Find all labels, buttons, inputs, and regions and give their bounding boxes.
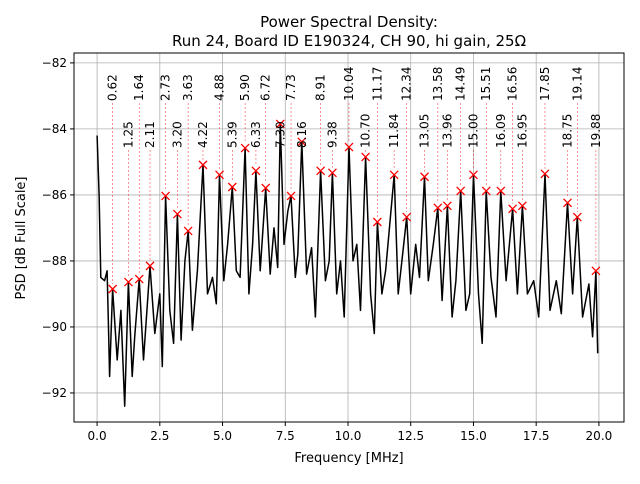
x-tick-label: 10.0: [335, 429, 362, 443]
peak-marker: [316, 166, 326, 176]
peak-label: 14.49: [454, 67, 468, 101]
peak-marker: [215, 170, 224, 180]
peak-label: 11.84: [387, 114, 401, 148]
peak-marker: [251, 166, 261, 176]
peak-marker: [145, 261, 155, 271]
peak-marker: [563, 198, 573, 208]
peak-marker: [433, 203, 443, 213]
x-axis-label: Frequency [MHz]: [294, 451, 403, 466]
y-axis-label: PSD [dB Full Scale]: [14, 176, 29, 299]
peak-label: 11.17: [370, 67, 384, 101]
chart-title-line1: Power Spectral Density:: [260, 13, 438, 31]
peak-label: 16.56: [506, 67, 520, 101]
axes-frame: [73, 52, 625, 423]
y-tick-label: −82: [42, 56, 67, 70]
peak-marker: [402, 212, 412, 222]
peak-marker: [275, 119, 285, 129]
peak-label: 17.85: [538, 67, 552, 101]
peak-label: 2.73: [159, 74, 173, 101]
peak-label: 6.72: [259, 74, 273, 101]
y-tick-label: −84: [42, 122, 67, 136]
peak-marker: [508, 204, 518, 214]
peak-marker: [240, 143, 250, 153]
peak-label: 3.63: [181, 74, 195, 101]
peak-marker: [327, 168, 337, 178]
chart-title-line2: Run 24, Board ID E190324, CH 90, hi gain…: [172, 32, 526, 50]
y-tick-label: −88: [42, 254, 67, 268]
peak-marker: [108, 284, 118, 294]
peak-marker: [297, 137, 307, 147]
peak-label: 6.33: [249, 121, 263, 148]
peak-label: 15.51: [479, 67, 493, 101]
y-tick-label: −92: [42, 386, 67, 400]
x-tick-label: 7.5: [276, 429, 295, 443]
peak-label: 19.14: [570, 67, 584, 101]
peak-label: 1.64: [132, 74, 146, 101]
peak-label: 10.04: [342, 67, 356, 101]
peak-label: 2.11: [143, 121, 157, 148]
peak-labels: 0.62 1.25 1.64 2.11 2.73 3.20 3.63 4.22 4.88 5.39…: [106, 67, 603, 148]
x-tick-label: 5.0: [213, 429, 232, 443]
peak-marker: [389, 170, 399, 180]
peak-marker: [468, 170, 478, 180]
peak-label: 4.22: [196, 121, 210, 148]
peak-marker: [372, 217, 382, 227]
x-tick-label: 12.5: [397, 429, 424, 443]
peak-label: 18.75: [561, 114, 575, 148]
peak-label: 9.38: [325, 121, 339, 148]
ticks: 0.0 2.5 5.0 7.5 10.0 12.5 15.0 17.5 20.0 −82 −84 −8…: [42, 56, 613, 443]
x-tick-label: 2.5: [150, 429, 169, 443]
peak-label: 7.73: [284, 74, 298, 101]
peak-label: 1.25: [121, 121, 135, 148]
peak-marker: [442, 201, 452, 211]
peak-marker: [540, 169, 550, 179]
peak-marker: [361, 152, 371, 162]
x-tick-label: 0.0: [88, 429, 107, 443]
peak-label: 3.20: [170, 121, 184, 148]
peak-marker: [496, 186, 506, 196]
peak-label: 0.62: [106, 74, 120, 101]
peak-marker: [172, 209, 182, 219]
peak-marker: [481, 186, 491, 196]
peak-label: 4.88: [213, 74, 227, 101]
y-tick-label: −90: [42, 320, 67, 334]
peak-marker: [261, 183, 271, 193]
peak-marker: [456, 186, 466, 196]
peak-marker: [517, 201, 527, 211]
x-tick-label: 15.0: [460, 429, 487, 443]
peak-marker: [183, 226, 193, 236]
x-tick-label: 17.5: [523, 429, 550, 443]
peak-label: 13.05: [418, 114, 432, 148]
peak-label: 10.70: [359, 114, 373, 148]
peak-label: 5.90: [238, 74, 252, 101]
peak-marker: [591, 266, 601, 276]
peak-label: 13.96: [440, 114, 454, 148]
peak-label: 16.95: [515, 114, 529, 148]
peak-marker: [198, 160, 208, 170]
x-tick-label: 20.0: [586, 429, 613, 443]
psd-line: [96, 123, 599, 407]
peak-label: 7.30: [273, 121, 287, 148]
peak-marker: [161, 191, 171, 201]
peak-label: 12.34: [400, 67, 414, 101]
peak-label: 13.58: [431, 67, 445, 101]
peak-label: 5.39: [225, 121, 239, 148]
peak-marker: [286, 191, 296, 201]
peak-marker: [344, 142, 354, 152]
peak-marker: [227, 182, 237, 192]
peak-marker: [572, 212, 582, 222]
peak-marker: [123, 277, 133, 287]
peak-marker: [420, 172, 429, 182]
peak-label: 19.88: [589, 114, 603, 148]
plot-area: [96, 103, 601, 407]
peak-label: 16.09: [494, 114, 508, 148]
peak-label: 8.91: [314, 74, 328, 101]
peak-label: 15.00: [467, 114, 481, 148]
y-tick-label: −86: [42, 188, 67, 202]
peak-label: 8.16: [295, 121, 309, 148]
peak-marker: [134, 274, 144, 284]
